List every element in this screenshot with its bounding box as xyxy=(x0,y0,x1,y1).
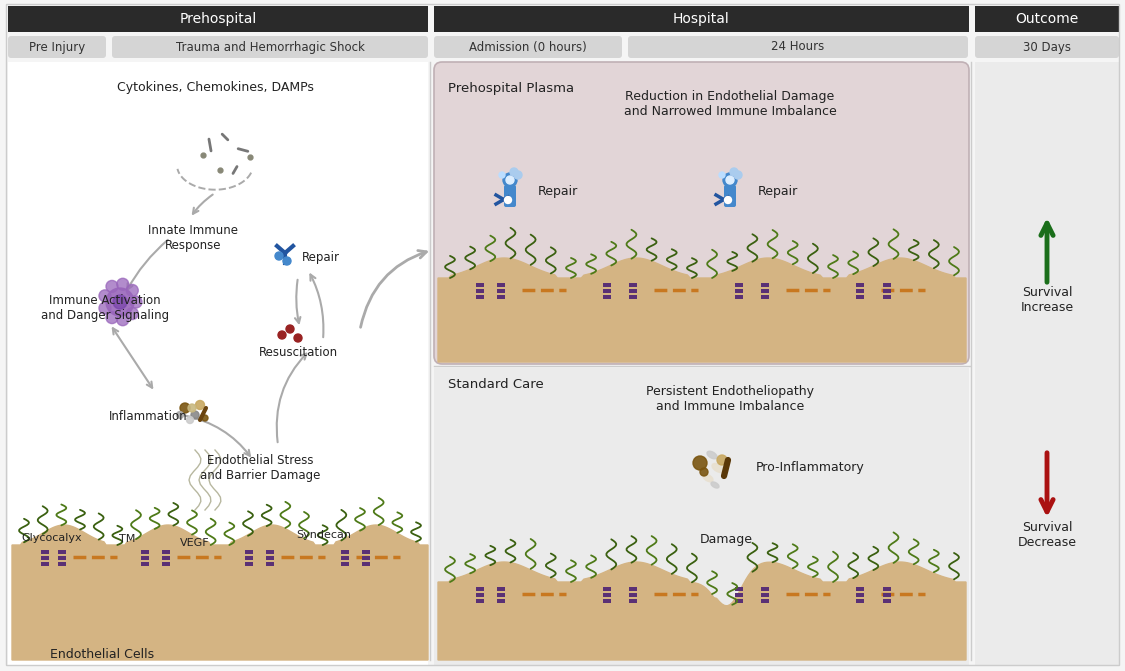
FancyBboxPatch shape xyxy=(762,289,770,293)
FancyBboxPatch shape xyxy=(603,593,611,597)
FancyBboxPatch shape xyxy=(497,283,505,287)
Circle shape xyxy=(112,295,127,309)
Circle shape xyxy=(730,168,738,176)
FancyBboxPatch shape xyxy=(162,562,170,566)
FancyBboxPatch shape xyxy=(341,556,349,560)
Text: Admission (0 hours): Admission (0 hours) xyxy=(469,40,587,54)
FancyBboxPatch shape xyxy=(42,562,50,566)
Circle shape xyxy=(202,415,208,421)
FancyBboxPatch shape xyxy=(57,562,66,566)
Circle shape xyxy=(106,311,118,323)
Text: Repair: Repair xyxy=(302,252,340,264)
FancyBboxPatch shape xyxy=(434,36,622,58)
FancyBboxPatch shape xyxy=(497,587,505,591)
FancyBboxPatch shape xyxy=(856,587,864,591)
FancyBboxPatch shape xyxy=(856,289,864,293)
FancyBboxPatch shape xyxy=(724,185,736,207)
Text: Trauma and Hemorrhagic Shock: Trauma and Hemorrhagic Shock xyxy=(176,40,364,54)
FancyBboxPatch shape xyxy=(476,295,484,299)
Text: Repair: Repair xyxy=(538,185,578,199)
FancyBboxPatch shape xyxy=(8,62,428,665)
FancyBboxPatch shape xyxy=(476,289,484,293)
FancyBboxPatch shape xyxy=(141,556,150,560)
FancyBboxPatch shape xyxy=(476,283,484,287)
Circle shape xyxy=(191,411,199,419)
FancyBboxPatch shape xyxy=(856,593,864,597)
FancyBboxPatch shape xyxy=(762,587,770,591)
FancyBboxPatch shape xyxy=(42,550,50,554)
FancyBboxPatch shape xyxy=(629,289,638,293)
Text: Pre Injury: Pre Injury xyxy=(29,40,86,54)
Circle shape xyxy=(99,290,111,302)
FancyBboxPatch shape xyxy=(856,283,864,287)
Polygon shape xyxy=(12,525,428,660)
Circle shape xyxy=(724,197,731,203)
Circle shape xyxy=(126,285,138,297)
Circle shape xyxy=(506,176,514,184)
Circle shape xyxy=(126,307,138,319)
Circle shape xyxy=(99,302,111,314)
FancyBboxPatch shape xyxy=(434,6,969,32)
Circle shape xyxy=(504,197,512,203)
FancyBboxPatch shape xyxy=(629,295,638,299)
FancyBboxPatch shape xyxy=(603,587,611,591)
FancyBboxPatch shape xyxy=(476,587,484,591)
FancyBboxPatch shape xyxy=(762,295,770,299)
FancyBboxPatch shape xyxy=(735,599,742,603)
Text: 30 Days: 30 Days xyxy=(1023,40,1071,54)
Circle shape xyxy=(717,455,727,465)
FancyBboxPatch shape xyxy=(975,6,1119,32)
FancyBboxPatch shape xyxy=(735,289,742,293)
Text: Persistent Endotheliopathy
and Immune Imbalance: Persistent Endotheliopathy and Immune Im… xyxy=(646,385,814,413)
Text: 24 Hours: 24 Hours xyxy=(772,40,825,54)
Circle shape xyxy=(130,296,142,308)
FancyBboxPatch shape xyxy=(42,556,50,560)
Text: Resuscitation: Resuscitation xyxy=(259,346,338,358)
Circle shape xyxy=(188,404,196,412)
FancyBboxPatch shape xyxy=(629,587,638,591)
FancyBboxPatch shape xyxy=(57,550,66,554)
FancyBboxPatch shape xyxy=(628,36,968,58)
Circle shape xyxy=(503,173,518,187)
FancyBboxPatch shape xyxy=(504,185,516,207)
FancyBboxPatch shape xyxy=(434,62,969,364)
Text: Survival
Increase: Survival Increase xyxy=(1020,286,1073,314)
Circle shape xyxy=(514,171,522,179)
Text: Hospital: Hospital xyxy=(673,12,729,26)
FancyBboxPatch shape xyxy=(266,550,273,554)
Circle shape xyxy=(106,288,134,316)
Text: Damage: Damage xyxy=(700,533,753,546)
FancyBboxPatch shape xyxy=(762,593,770,597)
FancyBboxPatch shape xyxy=(735,283,742,287)
FancyBboxPatch shape xyxy=(497,295,505,299)
Circle shape xyxy=(106,280,118,293)
FancyBboxPatch shape xyxy=(883,295,891,299)
FancyBboxPatch shape xyxy=(603,283,611,287)
Circle shape xyxy=(700,468,708,476)
Polygon shape xyxy=(438,258,966,362)
FancyBboxPatch shape xyxy=(497,593,505,597)
FancyBboxPatch shape xyxy=(735,593,742,597)
FancyBboxPatch shape xyxy=(8,6,428,32)
Circle shape xyxy=(510,168,518,176)
FancyBboxPatch shape xyxy=(8,36,106,58)
FancyBboxPatch shape xyxy=(266,562,273,566)
FancyBboxPatch shape xyxy=(735,587,742,591)
Ellipse shape xyxy=(703,474,713,482)
FancyBboxPatch shape xyxy=(629,593,638,597)
FancyBboxPatch shape xyxy=(245,562,253,566)
Text: Reduction in Endothelial Damage
and Narrowed Immune Imbalance: Reduction in Endothelial Damage and Narr… xyxy=(623,90,836,118)
FancyBboxPatch shape xyxy=(361,550,370,554)
Text: Endothelial Cells: Endothelial Cells xyxy=(50,648,154,662)
FancyBboxPatch shape xyxy=(266,556,273,560)
Circle shape xyxy=(180,403,190,413)
FancyBboxPatch shape xyxy=(883,587,891,591)
Text: Repair: Repair xyxy=(758,185,799,199)
FancyBboxPatch shape xyxy=(162,556,170,560)
Ellipse shape xyxy=(711,482,719,488)
Text: VEGF: VEGF xyxy=(180,538,209,548)
FancyBboxPatch shape xyxy=(245,550,253,554)
Circle shape xyxy=(723,173,737,187)
Text: Pro-Inflammatory: Pro-Inflammatory xyxy=(756,462,865,474)
